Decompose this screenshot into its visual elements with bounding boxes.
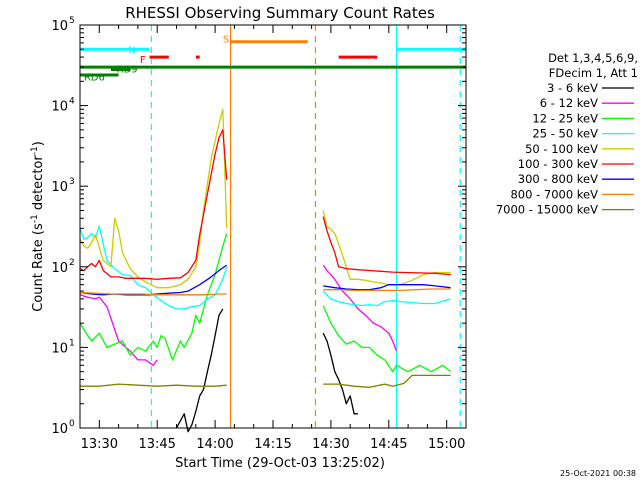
y-tick-exp-0: 0 xyxy=(69,419,75,429)
y-tick-label-1: 10 xyxy=(51,341,68,356)
y-tick-label-3: 10 xyxy=(51,180,68,195)
x-axis-label: Start Time (29-Oct-03 13:25:02) xyxy=(175,456,385,471)
series-0-line-1 xyxy=(322,332,358,415)
legend-label-4: 50 - 100 keV xyxy=(525,142,598,156)
series-2-line-1 xyxy=(322,305,452,373)
series-lines xyxy=(79,108,452,433)
legend-label-2: 12 - 25 keV xyxy=(532,111,598,125)
y-axis-label: Count Rate (s-1 detector-1) xyxy=(30,141,46,312)
y-axis-label-part: Count Rate (s xyxy=(31,223,46,312)
y-tick-exp-2: 2 xyxy=(69,258,75,268)
y-tick-exp-5: 5 xyxy=(69,16,75,26)
legend-header-0: Det 1,3,4,5,6,9, xyxy=(548,51,638,65)
x-tick-label-2: 14:00 xyxy=(196,437,233,452)
timestamp: 25-Oct-2021 00:38 xyxy=(560,469,636,478)
y-axis-label-part: ) xyxy=(31,141,46,146)
series-7-line-0 xyxy=(79,291,227,296)
legend-label-5: 100 - 300 keV xyxy=(518,157,598,171)
series-4-line-0 xyxy=(79,108,228,289)
chart-title: RHESSI Observing Summary Count Rates xyxy=(125,4,435,22)
series-6-line-0 xyxy=(79,264,228,296)
legend-label-3: 25 - 50 keV xyxy=(532,127,598,141)
series-6-line-1 xyxy=(323,284,451,291)
y-tick-exp-3: 3 xyxy=(69,177,75,187)
x-tick-label-4: 14:30 xyxy=(312,437,349,452)
y-axis-label-text: Count Rate (s-1 detector-1) xyxy=(30,141,46,312)
legend-label-1: 6 - 12 keV xyxy=(540,96,598,110)
plot-frame xyxy=(79,24,467,429)
series-5-line-0 xyxy=(79,129,228,280)
y-axis-label-part: -1 xyxy=(30,146,40,155)
series-1-line-1 xyxy=(322,264,398,352)
flag-label-n: N xyxy=(128,45,135,56)
y-tick-exp-4: 4 xyxy=(69,97,75,107)
x-tick-label-0: 13:30 xyxy=(81,437,118,452)
series-0-line-0 xyxy=(175,308,224,433)
flag-label-rd6: RD6 xyxy=(84,72,105,83)
series-2-line-0 xyxy=(79,233,228,361)
y-tick-exp-1: 1 xyxy=(69,338,75,348)
x-tick-label-6: 15:00 xyxy=(428,437,465,452)
series-4-line-1 xyxy=(322,210,451,286)
series-5-line-1 xyxy=(322,216,451,276)
legend-label-0: 3 - 6 keV xyxy=(547,81,598,95)
y-axis-label-part: -1 xyxy=(30,214,40,223)
series-8-line-1 xyxy=(323,374,451,388)
legend-header-1: FDecim 1, Att 1 xyxy=(549,66,638,80)
y-tick-label-0: 10 xyxy=(51,422,68,437)
series-1-line-0 xyxy=(79,294,158,366)
x-tick-label-3: 14:15 xyxy=(254,437,291,452)
y-tick-label-5: 10 xyxy=(51,19,68,34)
flag-label-f: F xyxy=(140,55,146,66)
legend-label-6: 300 - 800 keV xyxy=(518,172,598,186)
y-axis-label-part: detector xyxy=(31,155,46,215)
flag-label-s: S xyxy=(223,34,229,45)
legend: Det 1,3,4,5,6,9,FDecim 1, Att 13 - 6 keV… xyxy=(496,51,638,217)
series-7-line-1 xyxy=(323,288,451,292)
flag-label-rd9: RD9 xyxy=(117,64,138,75)
y-tick-label-4: 10 xyxy=(51,100,68,115)
x-tick-label-5: 14:45 xyxy=(370,437,407,452)
legend-label-7: 800 - 7000 keV xyxy=(510,187,598,201)
x-tick-label-1: 13:45 xyxy=(138,437,175,452)
series-3-line-1 xyxy=(322,290,451,307)
y-tick-label-2: 10 xyxy=(51,261,68,276)
legend-label-8: 7000 - 15000 keV xyxy=(496,203,598,217)
series-8-line-0 xyxy=(80,383,227,387)
